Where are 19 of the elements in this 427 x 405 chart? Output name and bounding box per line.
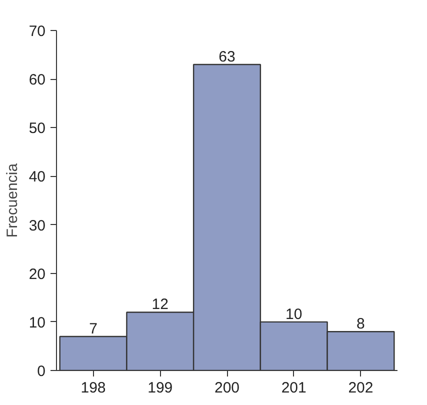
y-tick-label: 40 [28, 168, 46, 186]
y-tick-label: 60 [28, 72, 46, 89]
data-label: 8 [356, 316, 365, 333]
x-tick-label: 198 [80, 380, 106, 396]
y-tick-label: 50 [28, 120, 46, 138]
y-tick-label: 0 [37, 363, 46, 380]
y-axis-title: Frecuencia [4, 162, 21, 238]
data-label: 12 [152, 296, 168, 314]
data-label: 7 [89, 320, 98, 338]
x-tick-label: 200 [214, 380, 240, 396]
y-tick-label: 70 [28, 23, 46, 40]
x-tick-label: 199 [148, 380, 173, 396]
data-label: 63 [218, 48, 236, 66]
y-tick-label: 10 [28, 314, 46, 332]
y-tick-label: 30 [28, 217, 46, 234]
x-tick-label: 201 [281, 380, 306, 396]
data-label: 10 [286, 306, 302, 323]
x-tick-label: 202 [348, 380, 374, 396]
y-tick-label: 20 [28, 266, 46, 283]
